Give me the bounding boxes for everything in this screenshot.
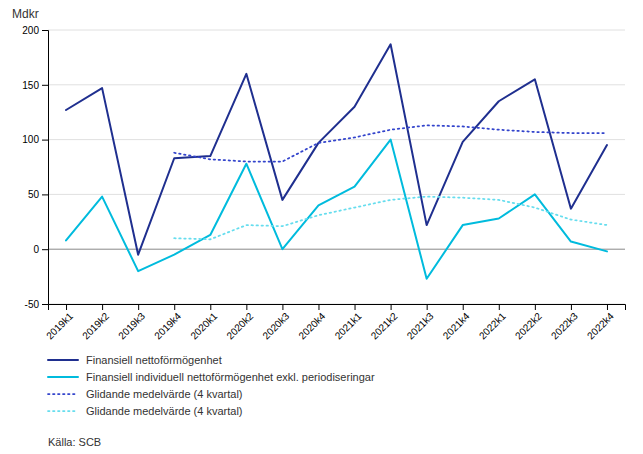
lines [66, 44, 607, 279]
x-axis: 2019k12019k22019k32019k42020k12020k22020… [44, 304, 625, 341]
x-tick-mark [282, 304, 283, 310]
x-tick-mark [174, 304, 175, 310]
x-tick-mark [535, 304, 536, 310]
y-tick: 200 [22, 25, 48, 36]
x-tick-mark [318, 304, 319, 310]
y-tick: 100 [22, 134, 48, 145]
y-tick: -50 [25, 299, 48, 310]
y-tick-label: 200 [22, 25, 39, 36]
x-tick-label: 2022k2 [513, 310, 544, 341]
x-tick-label: 2019k1 [44, 310, 75, 341]
x-tick-label: 2019k4 [152, 310, 183, 341]
x-tick: 2021k2 [369, 304, 400, 341]
x-tick-mark [607, 304, 608, 310]
x-tick-label: 2022k4 [585, 310, 616, 341]
x-axis-line [49, 305, 626, 311]
x-tick-mark [66, 304, 67, 310]
y-tick: 50 [28, 189, 48, 200]
grid-line [48, 139, 625, 140]
legend-swatch [48, 410, 78, 412]
x-tick: 2022k2 [513, 304, 544, 341]
series-line [66, 44, 607, 254]
legend-item: Finansiell individuell nettoförmögenhet … [48, 371, 375, 383]
x-tick-label: 2021k4 [441, 310, 472, 341]
legend-swatch [48, 376, 78, 378]
y-axis-line [42, 31, 49, 305]
x-tick: 2019k3 [116, 304, 147, 341]
x-tick: 2020k4 [296, 304, 327, 341]
y-tick-label: 100 [22, 134, 39, 145]
x-tick-label: 2022k1 [477, 310, 508, 341]
x-tick-mark [391, 304, 392, 310]
x-tick-mark [355, 304, 356, 310]
x-tick-label: 2020k3 [260, 310, 291, 341]
x-tick: 2019k1 [44, 304, 75, 341]
series-line [174, 197, 607, 240]
x-tick-label: 2019k2 [80, 310, 111, 341]
plot: 2019k12019k22019k32019k42020k12020k22020… [22, 25, 625, 342]
x-tick-label: 2020k1 [188, 310, 219, 341]
x-tick-mark [463, 304, 464, 310]
legend: Finansiell nettoförmögenhet Finansiell in… [48, 354, 375, 417]
x-tick: 2019k2 [80, 304, 111, 341]
x-tick-label: 2020k2 [224, 310, 255, 341]
x-tick-label: 2020k4 [296, 310, 327, 341]
grid-line [48, 84, 625, 85]
y-tick: 150 [22, 80, 48, 91]
source-note: Källa: SCB [48, 436, 101, 448]
x-tick: 2022k1 [477, 304, 508, 341]
y-tick-mark [42, 304, 48, 305]
grid-line [48, 30, 625, 31]
y-tick-label: 50 [28, 189, 40, 200]
series-line [174, 125, 607, 161]
x-tick-mark [571, 304, 572, 310]
x-tick-mark [138, 304, 139, 310]
legend-item: Finansiell nettoförmögenhet [48, 354, 222, 366]
y-axis: -50 0 50 100 150 200 [22, 25, 48, 310]
y-tick-label: -50 [25, 299, 40, 310]
legend-label: Glidande medelvärde (4 kvartal) [86, 405, 243, 417]
x-tick-label: 2021k1 [333, 310, 364, 341]
legend-label: Finansiell nettoförmögenhet [86, 354, 222, 366]
x-tick: 2021k1 [333, 304, 364, 341]
zero-line [48, 249, 625, 250]
grid-line [48, 194, 625, 195]
x-tick: 2022k3 [549, 304, 580, 341]
y-tick-mark [42, 140, 48, 141]
x-tick: 2020k2 [224, 304, 255, 341]
x-tick-mark [246, 304, 247, 310]
y-tick-label: 0 [33, 244, 39, 255]
y-tick: 0 [33, 244, 48, 255]
y-tick-label: 150 [22, 80, 39, 91]
x-tick-mark [427, 304, 428, 310]
chart: 2019k12019k22019k32019k42020k12020k22020… [0, 0, 643, 454]
legend-label: Finansiell individuell nettoförmögenhet … [86, 371, 375, 383]
legend-label: Glidande medelvärde (4 kvartal) [86, 388, 243, 400]
x-tick-mark [102, 304, 103, 310]
y-axis-label: Mdkr [12, 7, 39, 21]
x-tick-mark [210, 304, 211, 310]
x-tick-label: 2021k2 [369, 310, 400, 341]
legend-item: Glidande medelvärde (4 kvartal) [48, 388, 243, 400]
y-tick-mark [42, 30, 48, 31]
x-tick-label: 2022k3 [549, 310, 580, 341]
y-tick-mark [42, 194, 48, 195]
legend-swatch [48, 393, 78, 395]
x-tick-label: 2019k3 [116, 310, 147, 341]
grid [48, 30, 625, 304]
legend-item: Glidande medelvärde (4 kvartal) [48, 405, 243, 417]
x-tick: 2022k4 [585, 304, 616, 341]
y-tick-mark [42, 85, 48, 86]
x-tick-mark [499, 304, 500, 310]
series-line [66, 140, 607, 279]
x-tick: 2021k3 [405, 304, 436, 341]
y-tick-mark [42, 249, 48, 250]
x-tick: 2021k4 [441, 304, 472, 341]
x-tick-label: 2021k3 [405, 310, 436, 341]
legend-swatch [48, 359, 78, 361]
x-tick: 2020k1 [188, 304, 219, 341]
x-tick: 2019k4 [152, 304, 183, 341]
x-tick: 2020k3 [260, 304, 291, 341]
